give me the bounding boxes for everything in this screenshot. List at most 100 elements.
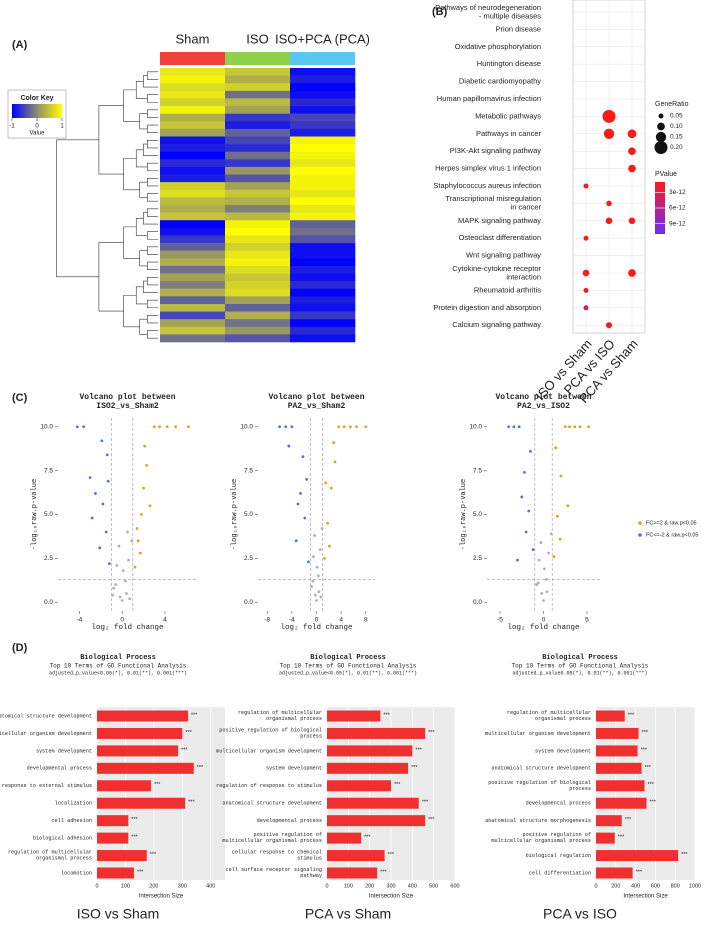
value-label: *** (185, 730, 192, 736)
x-tick-label: 400 (408, 883, 417, 889)
category-label: Protein digestion and absorption (433, 303, 541, 312)
bar (97, 850, 147, 862)
point (342, 425, 346, 429)
category-label: Herpes simplex virus 1 infection (435, 164, 541, 173)
category-label: Huntington disease (477, 59, 541, 68)
bar (327, 762, 409, 774)
legend-size (654, 141, 668, 154)
point (536, 581, 540, 585)
dendrogram (98, 105, 124, 175)
category-label: Transcriptional misregulation in cancer (445, 194, 541, 212)
x-tick-label: 500 (429, 883, 438, 889)
point (348, 425, 352, 429)
bar (327, 815, 426, 827)
y-tick-label: 2.5 (473, 555, 482, 562)
value-label: *** (394, 782, 401, 788)
x-axis-label: Intersection Size (369, 894, 414, 900)
category-label: anatomical structure development (222, 801, 322, 807)
dot (583, 183, 589, 189)
category-label: developmental process (526, 801, 591, 807)
legend-title: PValue (655, 171, 677, 178)
y-tick-label: 10.0 (469, 423, 482, 430)
dendrogram (147, 178, 158, 187)
bar (596, 780, 645, 792)
heatmap-cell (225, 227, 291, 236)
point (75, 425, 79, 429)
point (125, 592, 128, 595)
heatmap-cell (160, 296, 226, 305)
heatmap-cell (225, 303, 291, 312)
chart-title: Volcano plot between (495, 393, 591, 402)
point (312, 555, 315, 559)
heatmap-cell (225, 273, 291, 282)
chart-title: Volcano plot between (79, 393, 175, 402)
heatmap-cell (160, 273, 226, 282)
category-label: biological adhesion (33, 835, 92, 841)
value-label: *** (618, 835, 625, 841)
dot (606, 200, 612, 207)
heatmap-cell (225, 128, 291, 137)
dendrogram (123, 226, 140, 259)
point (310, 585, 313, 588)
y-axis-label: -log₁₀raw.p-value (231, 479, 239, 550)
heatmap-cell (225, 174, 291, 183)
dendrogram (56, 139, 99, 278)
heatmap-cell (160, 258, 226, 267)
point (140, 513, 143, 516)
category-label: positive regulation of multicellular orga… (491, 832, 591, 844)
category-label: positive regulation of biological process (488, 780, 591, 792)
point (554, 446, 558, 450)
heatmap-cell (225, 220, 291, 229)
color-key-tick-label: 1 (60, 124, 64, 130)
heatmap-cell (225, 136, 291, 145)
colorbar-label: 9e-12 (669, 220, 686, 227)
point (287, 444, 291, 448)
y-tick-label: 7.5 (44, 467, 53, 474)
dendrogram (147, 71, 158, 80)
point (130, 539, 134, 543)
dendrogram (147, 261, 158, 270)
heatmap-cell (290, 326, 356, 335)
chart-subtitle: ISO2_vs_Sham2 (96, 402, 159, 411)
heatmap-cell (225, 166, 291, 175)
dendrogram (147, 109, 158, 118)
heatmap-cell (225, 68, 291, 76)
legend-size-label: 0.20 (670, 144, 683, 151)
heatmap-cell (160, 151, 226, 160)
point (531, 548, 535, 551)
chart-subtitle: PA2_vs_ISO2 (517, 402, 570, 411)
bar (97, 815, 129, 827)
point (313, 593, 317, 597)
point (507, 425, 511, 429)
x-tick-label: 600 (651, 883, 660, 889)
bar (596, 710, 625, 722)
category-label: cellular response to chemical stimulus (232, 850, 322, 862)
x-tick-label: 4 (163, 617, 167, 624)
heatmap-cell (225, 243, 291, 251)
category-label: system development (535, 748, 591, 754)
y-tick-label: 5.0 (244, 511, 253, 518)
dendrogram (143, 143, 158, 156)
value-label: *** (681, 852, 688, 858)
bar (327, 850, 385, 862)
dot (605, 217, 613, 225)
value-label: *** (364, 835, 371, 841)
heatmap-cell (225, 90, 291, 99)
chart-subtitle: Top 10 Terms of GO Functional Analysis (512, 663, 649, 670)
point (121, 569, 125, 573)
dot (583, 305, 589, 311)
point (516, 558, 519, 562)
point (101, 502, 105, 506)
heatmap-cell (160, 182, 226, 191)
point (123, 579, 127, 583)
point (152, 425, 156, 429)
x-tick-label: 4 (339, 617, 343, 624)
value-label: *** (131, 835, 138, 841)
dendrogram (123, 158, 140, 191)
heatmap-cell (160, 326, 226, 335)
dendrogram (123, 295, 140, 328)
bar (327, 727, 426, 739)
category-label: PI3K-Akt signaling pathway (450, 146, 542, 155)
dendrogram (139, 250, 148, 267)
point (165, 425, 169, 429)
